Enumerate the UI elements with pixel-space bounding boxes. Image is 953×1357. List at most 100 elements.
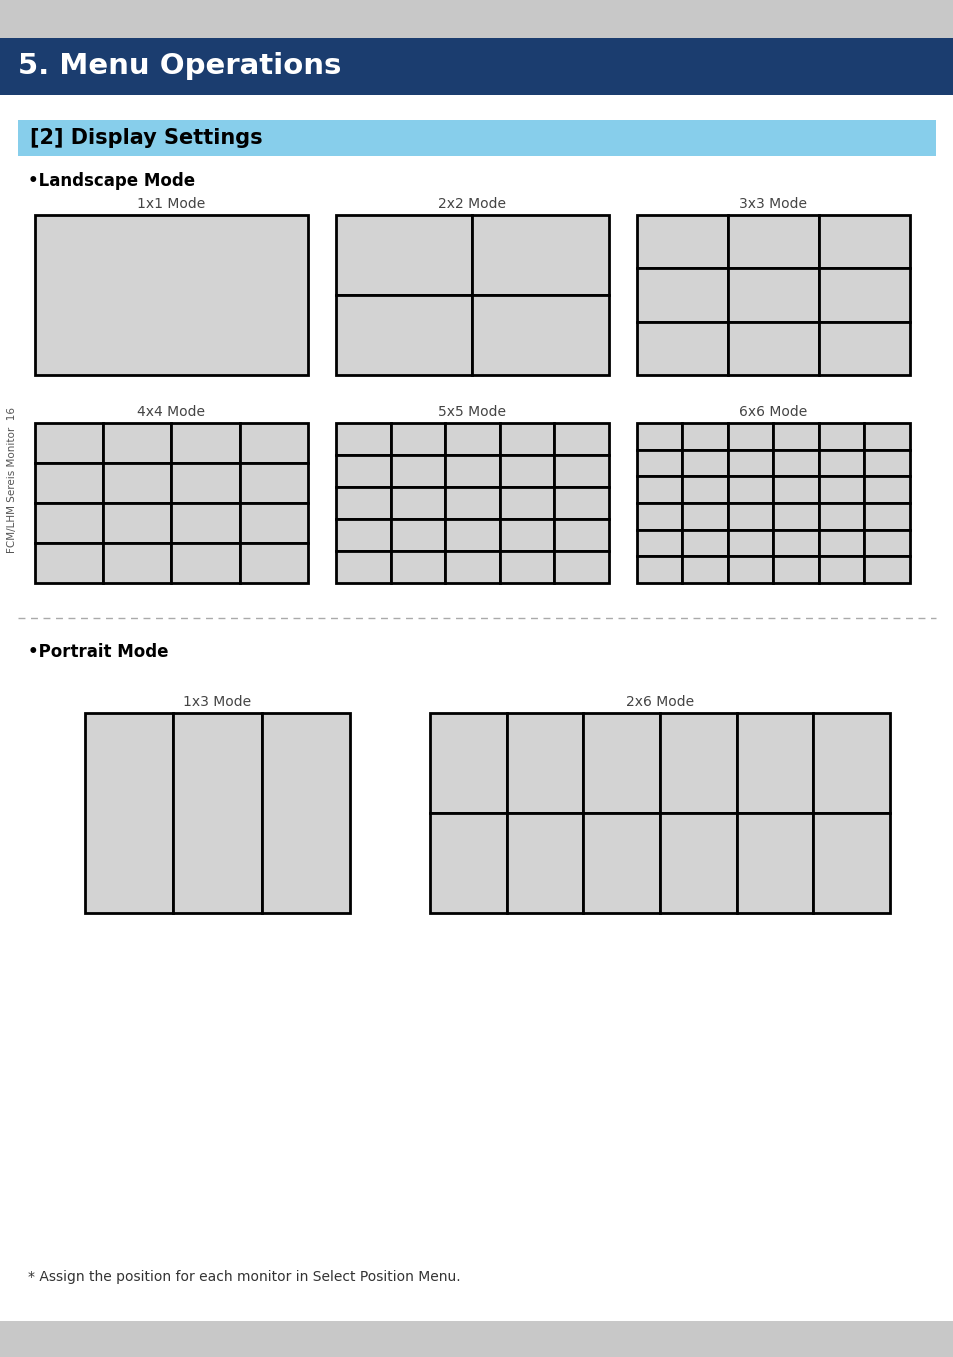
Text: 2x6 Mode: 2x6 Mode [625, 695, 694, 708]
Text: 1x3 Mode: 1x3 Mode [183, 695, 252, 708]
Bar [499, 455, 554, 487]
Bar [499, 518, 554, 551]
Bar [818, 556, 863, 584]
Bar [554, 551, 608, 584]
Bar [773, 556, 818, 584]
Bar [0, 1320, 953, 1357]
Bar [390, 518, 445, 551]
Bar [85, 712, 173, 913]
Bar [637, 449, 681, 476]
Bar [335, 214, 472, 294]
Bar [727, 423, 773, 449]
Text: * Assign the position for each monitor in Select Position Menu.: * Assign the position for each monitor i… [28, 1270, 460, 1284]
Bar [390, 455, 445, 487]
Bar [35, 423, 103, 463]
Bar [582, 712, 659, 813]
Bar [173, 712, 261, 913]
Text: •Portrait Mode: •Portrait Mode [28, 643, 169, 661]
Bar [335, 455, 390, 487]
Bar [103, 543, 172, 584]
Bar [506, 813, 582, 913]
Bar [773, 529, 818, 556]
Text: 5. Menu Operations: 5. Menu Operations [18, 53, 341, 80]
Bar [773, 423, 818, 449]
Bar [727, 322, 818, 375]
Bar [637, 503, 681, 529]
Text: [2] Display Settings: [2] Display Settings [30, 128, 262, 148]
Text: 3x3 Mode: 3x3 Mode [739, 197, 806, 210]
Bar [472, 214, 608, 294]
Bar [172, 463, 239, 503]
Bar [239, 423, 308, 463]
Bar [681, 503, 727, 529]
Bar [554, 423, 608, 455]
Bar [727, 214, 818, 269]
Bar [818, 476, 863, 503]
Bar [335, 518, 390, 551]
Bar [430, 813, 506, 913]
Bar [103, 463, 172, 503]
Bar [445, 518, 499, 551]
Bar [445, 423, 499, 455]
Bar [554, 455, 608, 487]
Bar [818, 503, 863, 529]
Bar [554, 487, 608, 518]
Text: FCM/LHM Sereis Monitor  16: FCM/LHM Sereis Monitor 16 [7, 407, 17, 554]
Bar [172, 423, 239, 463]
Bar [499, 423, 554, 455]
Bar [637, 529, 681, 556]
Text: 4x4 Mode: 4x4 Mode [137, 404, 205, 419]
Bar [681, 423, 727, 449]
Bar [637, 476, 681, 503]
Text: 6x6 Mode: 6x6 Mode [739, 404, 807, 419]
Bar [390, 423, 445, 455]
Text: 2x2 Mode: 2x2 Mode [438, 197, 506, 210]
Bar [818, 423, 863, 449]
Bar [736, 712, 813, 813]
Bar [239, 543, 308, 584]
Bar [172, 503, 239, 543]
Bar [445, 455, 499, 487]
Bar [103, 503, 172, 543]
Bar [430, 712, 506, 813]
Bar [335, 294, 472, 375]
Bar [637, 423, 681, 449]
Bar [681, 556, 727, 584]
Bar [863, 503, 909, 529]
Bar [499, 551, 554, 584]
Bar [506, 712, 582, 813]
Bar [390, 487, 445, 518]
Bar [659, 813, 736, 913]
Bar [813, 813, 889, 913]
Bar [818, 529, 863, 556]
Bar [727, 269, 818, 322]
Bar [261, 712, 350, 913]
Text: 1x1 Mode: 1x1 Mode [137, 197, 206, 210]
Bar [818, 322, 909, 375]
Bar [681, 449, 727, 476]
Bar [727, 503, 773, 529]
Bar [637, 556, 681, 584]
Bar [0, 0, 953, 38]
Bar [818, 449, 863, 476]
Bar [863, 529, 909, 556]
Bar [472, 294, 608, 375]
Bar [335, 551, 390, 584]
Bar [335, 487, 390, 518]
Bar [736, 813, 813, 913]
Bar [637, 214, 727, 269]
Bar [863, 449, 909, 476]
Bar [773, 449, 818, 476]
Bar [773, 503, 818, 529]
Bar [727, 449, 773, 476]
Bar [727, 476, 773, 503]
Bar [681, 476, 727, 503]
Bar [727, 556, 773, 584]
Bar [727, 529, 773, 556]
Bar [335, 423, 390, 455]
Bar [35, 214, 308, 375]
Text: 5x5 Mode: 5x5 Mode [438, 404, 506, 419]
Text: •Landscape Mode: •Landscape Mode [28, 172, 195, 190]
Bar [390, 551, 445, 584]
Bar [103, 423, 172, 463]
